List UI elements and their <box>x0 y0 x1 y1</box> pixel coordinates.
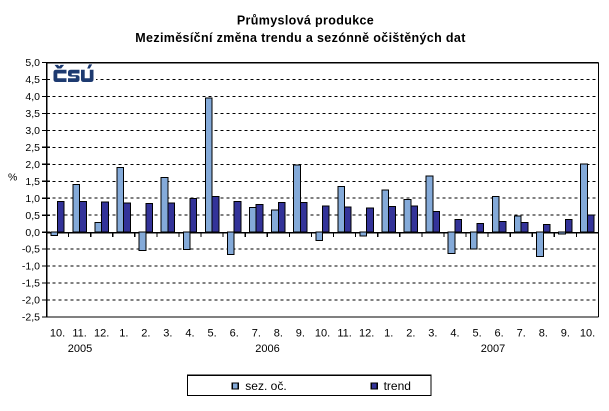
svg-text:Meziměsíční změna trendu a sez: Meziměsíční změna trendu a sezónně očišt… <box>135 31 466 45</box>
svg-text:10.: 10. <box>50 328 65 340</box>
svg-text:5,0: 5,0 <box>25 57 40 69</box>
svg-text:-1,5: -1,5 <box>22 278 40 290</box>
svg-text:2006: 2006 <box>255 343 279 355</box>
svg-text:2.: 2. <box>406 328 415 340</box>
svg-text:6.: 6. <box>495 328 504 340</box>
svg-text:%: % <box>8 172 17 184</box>
svg-text:2,0: 2,0 <box>25 159 40 171</box>
svg-text:Průmyslová produkce: Průmyslová produkce <box>237 13 374 27</box>
svg-text:4.: 4. <box>450 328 459 340</box>
svg-text:3,5: 3,5 <box>25 108 40 120</box>
svg-text:2,5: 2,5 <box>25 142 40 154</box>
svg-text:8.: 8. <box>539 328 548 340</box>
svg-text:2005: 2005 <box>68 343 92 355</box>
svg-text:3,0: 3,0 <box>25 125 40 137</box>
svg-text:2007: 2007 <box>481 343 505 355</box>
svg-text:5.: 5. <box>473 328 482 340</box>
svg-text:-1,0: -1,0 <box>22 261 40 273</box>
svg-text:11.: 11. <box>337 328 351 340</box>
svg-text:-2,0: -2,0 <box>22 295 40 307</box>
svg-text:7.: 7. <box>252 328 261 340</box>
svg-text:-2,5: -2,5 <box>22 312 40 324</box>
svg-text:1,5: 1,5 <box>25 176 40 188</box>
svg-text:7.: 7. <box>517 328 526 340</box>
svg-text:trend: trend <box>384 379 411 393</box>
svg-text:2.: 2. <box>141 328 150 340</box>
svg-text:sez. oč.: sez. oč. <box>245 379 286 393</box>
svg-text:11.: 11. <box>72 328 86 340</box>
svg-text:12.: 12. <box>359 328 374 340</box>
svg-text:8.: 8. <box>274 328 283 340</box>
svg-text:1.: 1. <box>384 328 393 340</box>
svg-text:4,5: 4,5 <box>25 74 40 86</box>
svg-text:10.: 10. <box>580 328 595 340</box>
svg-text:0,0: 0,0 <box>25 227 40 239</box>
svg-text:1,0: 1,0 <box>25 193 40 205</box>
svg-text:6.: 6. <box>230 328 239 340</box>
svg-text:5.: 5. <box>208 328 217 340</box>
svg-text:4.: 4. <box>185 328 194 340</box>
svg-text:9.: 9. <box>561 328 570 340</box>
svg-text:1.: 1. <box>119 328 128 340</box>
svg-text:9.: 9. <box>296 328 305 340</box>
svg-text:0,5: 0,5 <box>25 210 40 222</box>
svg-text:10.: 10. <box>315 328 330 340</box>
svg-text:3.: 3. <box>428 328 437 340</box>
svg-text:12.: 12. <box>94 328 109 340</box>
svg-text:-0,5: -0,5 <box>22 244 40 256</box>
svg-text:4,0: 4,0 <box>25 91 40 103</box>
svg-text:3.: 3. <box>163 328 172 340</box>
